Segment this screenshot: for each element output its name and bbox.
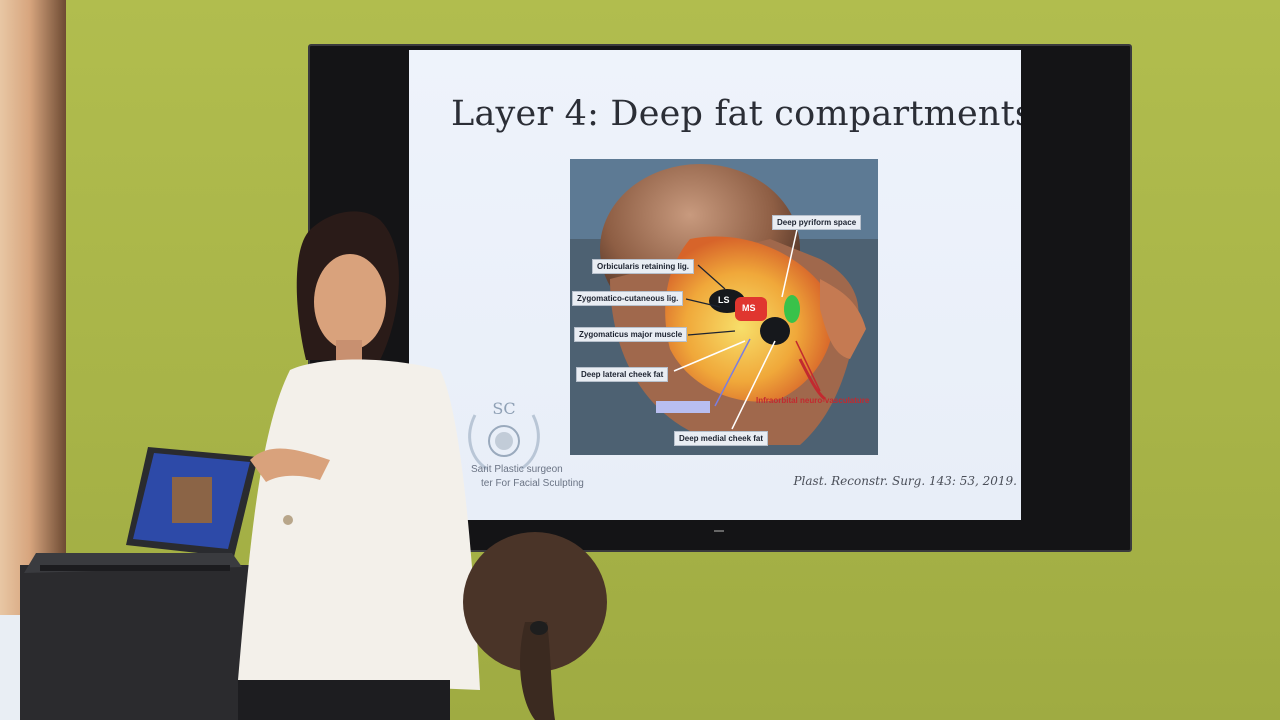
label-ls: LS (718, 295, 730, 305)
slide-citation: Plast. Reconstr. Surg. 143: 53, 2019. (793, 474, 1017, 488)
presenter-woman (238, 211, 480, 720)
label-obscured-box (656, 401, 710, 413)
laurel-logo-icon (468, 414, 540, 471)
cadaver-dissection-photo: Deep pyriform space Orbicularis retainin… (570, 159, 878, 455)
label-ms: MS (742, 303, 756, 313)
logo-caption-line1: Sarit Plastic surgeon (471, 464, 563, 475)
dissection-illustration (570, 159, 878, 455)
audience-member-head (463, 532, 607, 720)
clinic-logo: SC (461, 395, 547, 493)
label-zygomatico-cutaneous-lig: Zygomatico-cutaneous lig. (572, 291, 684, 306)
label-deep-pyriform-space: Deep pyriform space (772, 215, 862, 230)
logo-monogram: SC (492, 399, 516, 418)
wall-poster-face (0, 0, 66, 640)
slide-title: Layer 4: Deep fat compartments (451, 94, 1021, 134)
laptop (24, 447, 258, 573)
label-infraorbital-neuro-vasculature: Infraorbital neuro-vasculature (756, 396, 870, 405)
presentation-slide: Layer 4: Deep fat compartments SC Sarit … (409, 50, 1021, 520)
tv-brand-mark (714, 530, 724, 532)
label-orbicularis-retaining-lig: Orbicularis retaining lig. (592, 259, 695, 274)
label-deep-medial-cheek-fat: Deep medial cheek fat (674, 431, 769, 446)
label-deep-lateral-cheek-fat: Deep lateral cheek fat (576, 367, 669, 382)
presenter-desk (20, 565, 252, 720)
label-zygomaticus-major-muscle: Zygomaticus major muscle (574, 327, 688, 342)
logo-caption-line2: ter For Facial Sculpting (481, 478, 584, 489)
